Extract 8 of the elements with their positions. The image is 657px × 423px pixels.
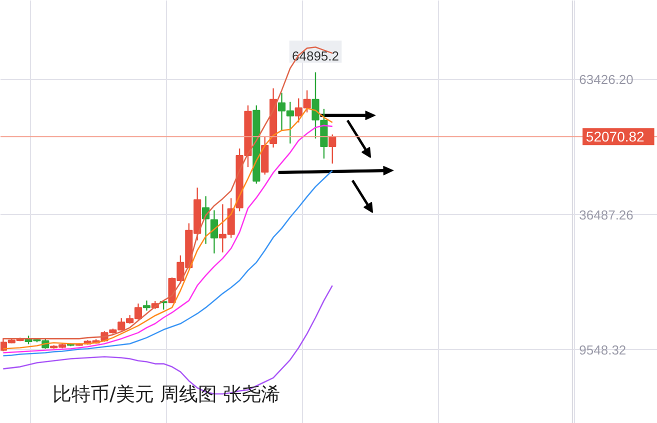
candlestick (142, 300, 150, 312)
y-tick-label: 36487.26 (579, 207, 634, 222)
candlestick (328, 134, 336, 164)
ref-line-label: 52070.82 (586, 128, 645, 145)
line-series (2, 170, 334, 356)
candlestick (210, 210, 218, 254)
y-tick-label: 9548.32 (579, 342, 626, 358)
y-tick-label: 63426.20 (579, 72, 634, 88)
